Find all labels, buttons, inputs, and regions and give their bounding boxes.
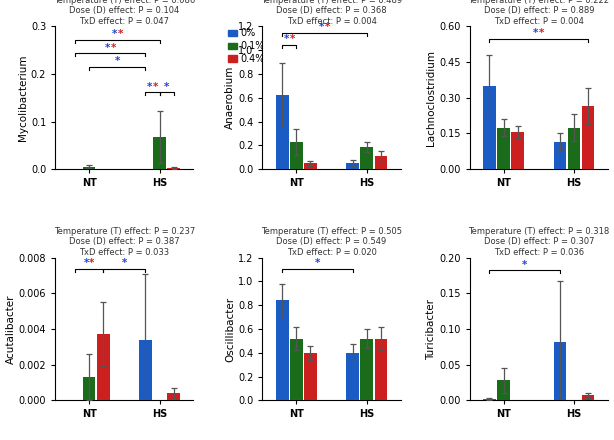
Bar: [346, 353, 359, 400]
Bar: [497, 381, 510, 400]
Text: *: *: [147, 82, 152, 92]
Bar: [304, 353, 317, 400]
Text: *: *: [115, 56, 120, 66]
Text: *: *: [117, 29, 123, 39]
Text: *: *: [319, 22, 324, 32]
Text: *: *: [112, 29, 117, 39]
Text: *: *: [84, 258, 89, 268]
Y-axis label: Anaerobium: Anaerobium: [225, 66, 235, 129]
Text: *: *: [289, 34, 295, 44]
Title: Temperature (T) effect: P = 0.222
Dose (D) effect: P = 0.889
TxD effect: P = 0.0: Temperature (T) effect: P = 0.222 Dose (…: [468, 0, 609, 26]
Bar: [83, 167, 95, 169]
Text: *: *: [539, 28, 544, 38]
Bar: [168, 393, 180, 400]
Text: *: *: [284, 34, 289, 44]
Y-axis label: Acutalibacter: Acutalibacter: [6, 294, 16, 364]
Title: Temperature (T) effect: P = 0.237
Dose (D) effect: P = 0.387
TxD effect: P = 0.0: Temperature (T) effect: P = 0.237 Dose (…: [53, 227, 195, 257]
Bar: [360, 147, 373, 169]
Bar: [511, 132, 524, 169]
Text: *: *: [105, 43, 110, 53]
Bar: [276, 301, 289, 400]
Bar: [346, 163, 359, 169]
Bar: [168, 168, 180, 169]
Bar: [568, 128, 580, 169]
Bar: [483, 86, 495, 169]
Bar: [290, 143, 303, 169]
Text: *: *: [325, 22, 330, 32]
Bar: [375, 156, 387, 169]
Y-axis label: Lachnoclostridium: Lachnoclostridium: [426, 50, 437, 146]
Text: *: *: [534, 28, 538, 38]
Bar: [276, 95, 289, 169]
Title: Temperature (T) effect: P = 0.505
Dose (D) effect: P = 0.549
TxD effect: P = 0.0: Temperature (T) effect: P = 0.505 Dose (…: [261, 227, 402, 257]
Bar: [582, 106, 594, 169]
Y-axis label: Mycolibacterium: Mycolibacterium: [18, 55, 28, 141]
Title: Temperature (T) effect: P = 0.318
Dose (D) effect: P = 0.307
TxD effect: P = 0.0: Temperature (T) effect: P = 0.318 Dose (…: [468, 227, 610, 257]
Title: Temperature (T) effect: P = 0.489
Dose (D) effect: P = 0.368
TxD effect: P = 0.0: Temperature (T) effect: P = 0.489 Dose (…: [261, 0, 402, 26]
Bar: [554, 342, 566, 400]
Bar: [375, 338, 387, 400]
Bar: [483, 399, 495, 400]
Title: Temperature (T) effect: P = 0.086
Dose (D) effect: P = 0.104
TxD effect: P = 0.0: Temperature (T) effect: P = 0.086 Dose (…: [53, 0, 195, 26]
Text: *: *: [122, 258, 127, 268]
Bar: [139, 340, 152, 400]
Bar: [83, 377, 95, 400]
Bar: [582, 396, 594, 400]
Bar: [290, 338, 303, 400]
Text: *: *: [522, 260, 527, 270]
Bar: [497, 128, 510, 169]
Text: *: *: [164, 82, 169, 92]
Text: *: *: [89, 258, 95, 268]
Bar: [97, 334, 109, 400]
Bar: [154, 137, 166, 169]
Y-axis label: Turicibacter: Turicibacter: [426, 298, 437, 359]
Legend: 0%, 0.1%, 0.4%: 0%, 0.1%, 0.4%: [228, 29, 265, 64]
Text: *: *: [111, 43, 116, 53]
Bar: [554, 142, 566, 169]
Bar: [360, 338, 373, 400]
Text: *: *: [315, 258, 320, 268]
Bar: [304, 163, 317, 169]
Text: *: *: [153, 82, 158, 92]
Y-axis label: Oscillibacter: Oscillibacter: [225, 297, 235, 362]
